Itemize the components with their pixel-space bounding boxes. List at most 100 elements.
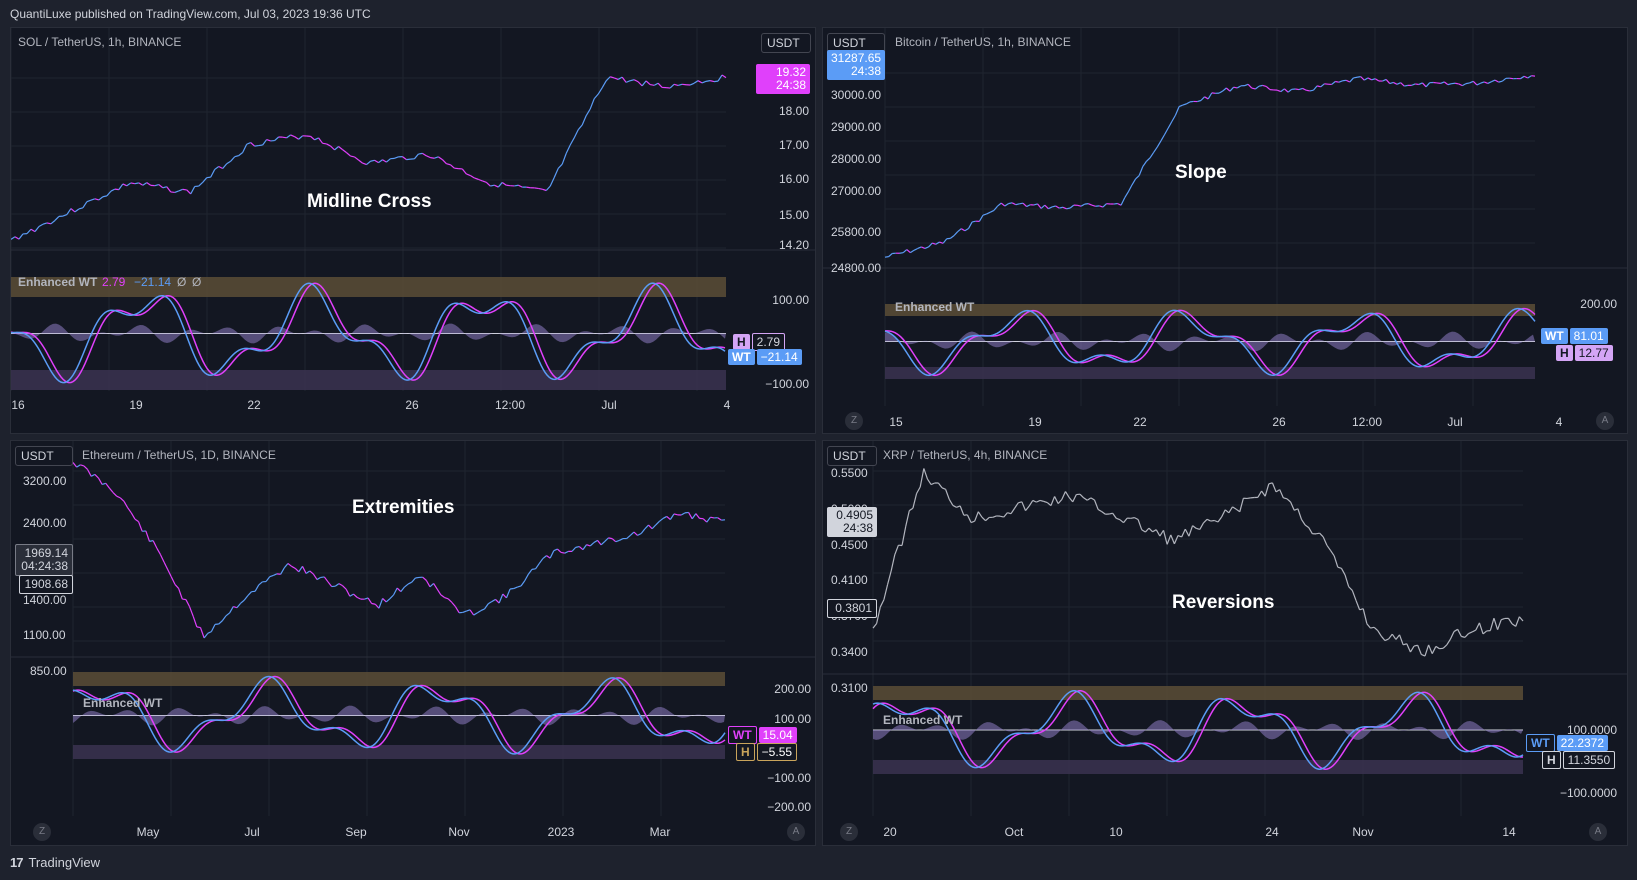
symbol-title[interactable]: Bitcoin / TetherUS, 1h, BINANCE xyxy=(895,35,1071,49)
price-candle xyxy=(167,569,172,578)
eth-chart-canvas[interactable] xyxy=(11,441,816,846)
sol-chart-canvas[interactable] xyxy=(11,28,816,434)
price-candle xyxy=(174,584,180,589)
price-tick: 1100.00 xyxy=(23,628,66,642)
price-candle xyxy=(1398,634,1404,646)
time-tick: 2023 xyxy=(547,825,575,839)
price-candle xyxy=(1279,489,1284,499)
price-candle xyxy=(38,223,44,227)
price-candle xyxy=(1362,608,1368,624)
symbol-title[interactable]: SOL / TetherUS, 1h, BINANCE xyxy=(18,35,182,49)
chart-panel-btc[interactable]: USDT Bitcoin / TetherUS, 1h, BINANCE 312… xyxy=(822,27,1628,434)
currency-button[interactable]: USDT xyxy=(827,446,877,466)
last-price-label: 31287.65 24:38 xyxy=(827,50,885,80)
auto-scale-a-button[interactable]: A xyxy=(787,823,805,841)
price-candle xyxy=(601,80,607,89)
price-candle xyxy=(436,588,442,596)
btc-chart-canvas[interactable] xyxy=(823,28,1628,434)
price-candle xyxy=(1000,202,1006,207)
price-candle xyxy=(362,162,367,166)
price-candle xyxy=(1309,89,1314,92)
auto-scale-z-button[interactable]: Z xyxy=(33,823,51,841)
price-candle xyxy=(1487,81,1492,84)
price-candle xyxy=(1482,630,1488,635)
symbol-title[interactable]: Ethereum / TetherUS, 1D, BINANCE xyxy=(82,448,276,462)
price-candle xyxy=(1010,507,1016,515)
price-candle xyxy=(1144,527,1150,533)
symbol-title[interactable]: XRP / TetherUS, 4h, BINANCE xyxy=(883,448,1048,462)
price-candle xyxy=(166,186,172,193)
price-candle xyxy=(1409,645,1415,653)
tradingview-footer[interactable]: 17 TradingView xyxy=(10,855,100,870)
price-candle xyxy=(1348,586,1353,591)
auto-scale-a-button[interactable]: A xyxy=(1596,412,1614,430)
price-candle xyxy=(350,155,355,158)
indicator-tick: −100.0000 xyxy=(1559,786,1617,800)
price-candle xyxy=(1113,202,1118,205)
price-candle xyxy=(1178,104,1183,108)
price-candle xyxy=(1468,631,1473,635)
price-candle xyxy=(134,518,139,523)
price-candle xyxy=(1021,501,1027,511)
currency-button[interactable]: USDT xyxy=(15,446,73,466)
indicator-title[interactable]: Enhanced WT xyxy=(83,696,163,710)
histogram-area xyxy=(873,720,1523,740)
xrp-chart-canvas[interactable] xyxy=(823,441,1628,846)
price-candle xyxy=(597,540,602,546)
currency-button[interactable]: USDT xyxy=(761,33,811,53)
price-tick: 0.3100 xyxy=(831,681,868,695)
annotation-extremities: Extremities xyxy=(352,497,455,518)
h-value-tag: H −5.55 xyxy=(736,743,798,761)
auto-scale-z-button[interactable]: Z xyxy=(840,823,858,841)
indicator-title[interactable]: Enhanced WT xyxy=(895,300,975,314)
price-candle xyxy=(1264,483,1270,497)
price-candle xyxy=(358,159,363,164)
price-candle xyxy=(899,252,904,254)
price-axis[interactable]: 18.00 17.00 16.00 15.00 14.20 100.00 −10… xyxy=(755,28,815,433)
price-tick: 24800.00 xyxy=(831,261,882,275)
auto-scale-z-button[interactable]: Z xyxy=(845,412,863,430)
price-candle xyxy=(258,144,263,147)
auto-scale-a-button[interactable]: A xyxy=(1589,823,1607,841)
price-candle xyxy=(629,531,635,536)
indicator-title[interactable]: Enhanced WT xyxy=(18,275,98,289)
price-candle xyxy=(1455,82,1459,85)
signal-line xyxy=(872,690,1524,770)
price-candle xyxy=(290,134,295,138)
price-candle xyxy=(301,566,307,574)
price-candle xyxy=(582,544,588,551)
price-candle xyxy=(1373,626,1379,632)
price-candle xyxy=(589,542,595,547)
price-candle xyxy=(677,83,683,87)
price-candle xyxy=(1415,83,1419,86)
price-candle xyxy=(233,605,238,609)
price-candle xyxy=(553,168,559,178)
chart-panel-sol[interactable]: SOL / TetherUS, 1h, BINANCE USDT Midline… xyxy=(10,27,816,434)
chart-panel-eth[interactable]: USDT Ethereum / TetherUS, 1D, BINANCE Ex… xyxy=(10,440,816,846)
price-candle xyxy=(1262,84,1267,88)
price-candle xyxy=(327,581,333,587)
time-tick: Jul xyxy=(601,398,617,412)
indicator-title[interactable]: Enhanced WT xyxy=(883,713,963,727)
histogram-area xyxy=(11,323,726,344)
price-candle xyxy=(54,215,60,221)
currency-button[interactable]: USDT xyxy=(827,33,885,53)
time-tick: Mar xyxy=(649,825,671,839)
price-candle xyxy=(1338,80,1343,83)
price-candle xyxy=(906,249,911,254)
price-candle xyxy=(334,146,339,151)
price-candle xyxy=(1199,522,1204,530)
price-tick: 0.5500 xyxy=(831,466,868,480)
price-candle xyxy=(1192,525,1197,529)
price-candle xyxy=(1091,204,1096,207)
price-candle xyxy=(18,233,24,240)
indicator-value-3: Ø xyxy=(177,275,187,289)
price-candle xyxy=(1258,84,1263,87)
chart-panel-xrp[interactable]: USDT XRP / TetherUS, 4h, BINANCE Reversi… xyxy=(822,440,1628,846)
price-candle xyxy=(921,246,926,250)
price-candle xyxy=(1421,82,1427,88)
price-candle xyxy=(422,576,427,581)
time-tick: 12:00 xyxy=(494,398,526,412)
price-candle xyxy=(243,595,249,601)
price-candle xyxy=(94,473,99,479)
